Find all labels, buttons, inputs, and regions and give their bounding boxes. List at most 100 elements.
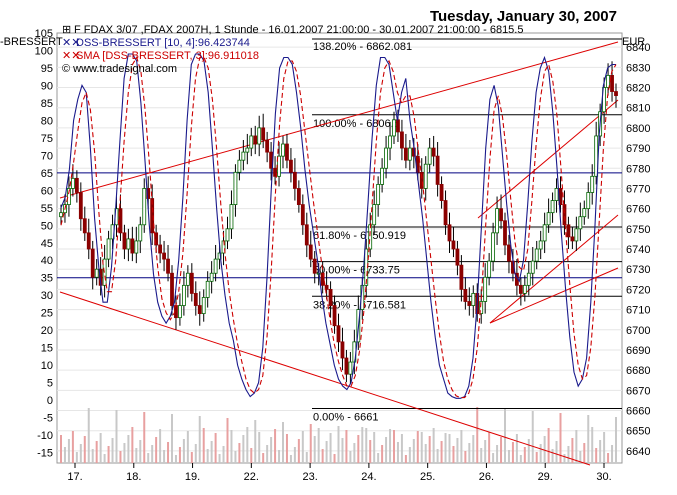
candle-body	[503, 220, 507, 246]
volume-bar	[539, 444, 542, 463]
candle-body	[400, 131, 404, 149]
volume-bar	[428, 436, 431, 463]
candle-body	[296, 188, 301, 205]
right-axis-label: EUR	[622, 36, 645, 48]
candle-body	[253, 135, 258, 145]
fibonacci-label: 0.00% - 6661	[313, 411, 378, 423]
volume-bar	[531, 411, 534, 463]
candle-body	[134, 240, 139, 254]
volume-bar	[234, 451, 237, 463]
candle-body	[324, 284, 329, 290]
candle-body	[582, 208, 587, 218]
candle-body	[518, 284, 523, 294]
candle-body	[463, 288, 468, 302]
volume-bar	[270, 437, 273, 463]
candle-body	[233, 171, 238, 205]
volume-bar	[266, 445, 269, 463]
volume-bar	[67, 439, 70, 463]
volume-bar	[99, 433, 102, 463]
chart-date-title: Tuesday, January 30, 2007	[429, 8, 617, 25]
candle-body	[126, 238, 131, 250]
candle-body	[170, 272, 174, 306]
candle-body	[332, 305, 337, 327]
volume-bar	[507, 450, 510, 463]
left-tick-label: 40	[41, 255, 53, 267]
left-tick-label: 75	[41, 133, 53, 145]
volume-bar	[182, 439, 185, 463]
volume-bar	[603, 432, 606, 463]
candle-body	[455, 248, 460, 266]
candle-body	[403, 147, 408, 161]
candle-body	[467, 301, 472, 306]
left-tick-label: -5	[43, 413, 53, 425]
candle-body	[181, 284, 186, 306]
volume-bar	[103, 454, 106, 463]
x-tick-label: 22.	[244, 471, 259, 483]
candle-body	[90, 248, 95, 278]
right-tick-label: 6750	[626, 224, 650, 236]
fibonacci-label: 50.00% - 6733.75	[313, 265, 400, 277]
x-tick-label: 17.	[67, 471, 82, 483]
volume-bar	[258, 432, 261, 463]
left-tick-label: 95	[41, 63, 53, 75]
candle-body	[534, 248, 539, 262]
left-tick-label: 90	[41, 80, 53, 92]
legend-item-dss: ✕✕ DSS-BRESSERT [10, 4]:96.423744	[62, 37, 250, 49]
candle-body	[435, 155, 440, 185]
volume-bar	[274, 429, 277, 463]
volume-bar	[484, 440, 487, 463]
candle-body	[193, 293, 198, 306]
sma-dss-line	[60, 56, 617, 399]
left-tick-label: 70	[41, 150, 53, 162]
volume-bar	[262, 453, 265, 463]
candle-body	[138, 224, 143, 242]
volume-bar	[71, 431, 74, 463]
volume-bar	[135, 448, 138, 463]
left-tick-label: 0	[47, 395, 53, 407]
candle-body	[499, 208, 503, 222]
candle-body	[300, 204, 305, 226]
volume-bar	[448, 434, 451, 463]
volume-bar	[480, 448, 483, 463]
volume-bar	[583, 443, 586, 463]
volume-bar	[611, 445, 614, 463]
volume-bar	[369, 440, 372, 463]
volume-bar	[151, 445, 154, 463]
right-tick-label: 6810	[626, 103, 650, 115]
x-axis-ticks: 17. 18. 19. 22. 23. 24. 25. 26. 29. 30.	[67, 463, 612, 483]
volume-bar	[123, 443, 126, 463]
trend-line	[59, 41, 619, 199]
volume-bar	[329, 433, 332, 463]
candle-body	[292, 171, 297, 189]
candle-body	[209, 272, 214, 282]
oscillator-series	[60, 53, 617, 399]
left-axis-label: -BRESSERT	[0, 36, 63, 48]
left-tick-label: 25	[41, 308, 53, 320]
candle-body	[67, 188, 71, 205]
volume-bar	[107, 446, 110, 463]
right-tick-label: 6660	[626, 406, 650, 418]
candle-body	[261, 127, 266, 141]
volume-bar	[416, 431, 419, 463]
volume-bar	[381, 445, 384, 463]
volume-bar	[198, 416, 201, 463]
volume-bar	[278, 450, 281, 463]
volume-bar	[377, 453, 380, 463]
volume-bar	[393, 430, 395, 463]
volume-bar	[353, 443, 356, 463]
volume-bar	[349, 451, 352, 463]
volume-bar	[555, 441, 558, 463]
volume-bar	[313, 436, 316, 463]
volume-bar	[337, 426, 340, 463]
volume-bar	[440, 441, 443, 463]
candle-body	[185, 272, 190, 286]
volume-bar	[341, 438, 344, 463]
candle-body	[122, 232, 127, 250]
volume-bar	[210, 441, 213, 463]
volume-bar	[424, 444, 427, 463]
volume-bar	[492, 453, 495, 463]
volume-bar	[472, 435, 475, 463]
left-tick-label: 45	[41, 238, 53, 250]
volume-bars	[60, 407, 617, 463]
volume-bar	[543, 436, 546, 463]
